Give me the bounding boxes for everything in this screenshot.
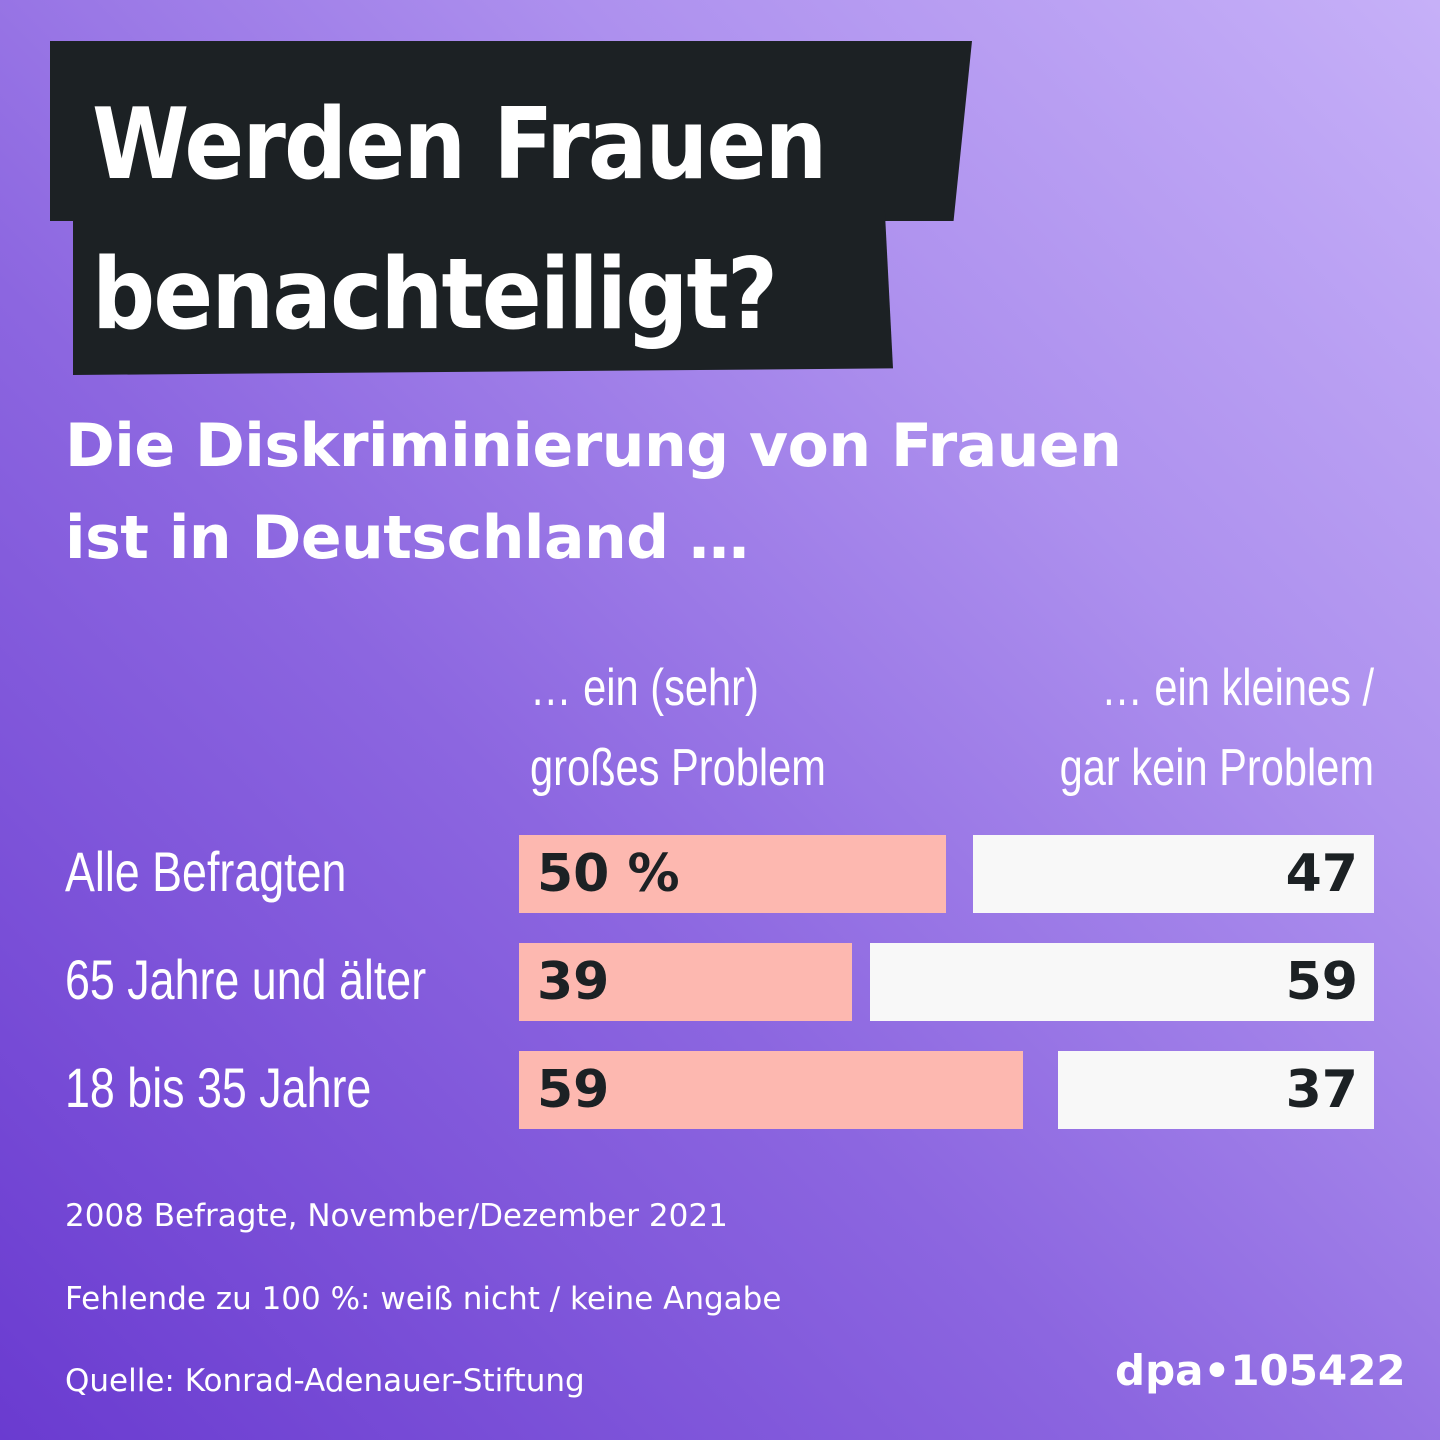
bar-small-problem: 47	[972, 835, 1374, 913]
column-header-right: … ein kleines / gar kein Problem	[1060, 648, 1374, 808]
bar-small-problem: 37	[1058, 1051, 1374, 1129]
bar-small-problem: 59	[870, 943, 1374, 1021]
bar-large-problem: 59	[519, 1051, 1023, 1129]
column-header-left: … ein (sehr) großes Problem	[530, 648, 826, 808]
bar-large-problem: 50 %	[519, 835, 946, 913]
dpa-logo: dpa•105422	[1115, 1346, 1406, 1395]
row-label: 65 Jahre und älter	[65, 948, 427, 1011]
row-label: Alle Befragten	[65, 840, 347, 903]
row-label: 18 bis 35 Jahre	[65, 1056, 372, 1119]
column-header-left-line-1: … ein (sehr)	[530, 659, 759, 717]
chart-title-line-2: benachteiligt?	[92, 238, 778, 352]
chart-title-line-1: Werden Frauen	[92, 88, 827, 202]
respondents-note: 2008 Befragte, November/Dezember 2021	[65, 1198, 728, 1234]
title-box-1	[50, 41, 972, 221]
column-header-right-line-1: … ein kleines /	[1101, 659, 1374, 717]
subtitle-line-2: ist in Deutschland …	[65, 503, 749, 573]
bar-large-problem: 39	[519, 943, 853, 1021]
title-box-2	[73, 210, 893, 375]
missing-note: Fehlende zu 100 %: weiß nicht / keine An…	[65, 1281, 782, 1317]
source-note: Quelle: Konrad-Adenauer-Stiftung	[65, 1363, 585, 1399]
column-header-left-line-2: großes Problem	[530, 739, 826, 797]
subtitle-line-1: Die Diskriminierung von Frauen	[65, 411, 1122, 481]
column-header-right-line-2: gar kein Problem	[1059, 739, 1374, 797]
